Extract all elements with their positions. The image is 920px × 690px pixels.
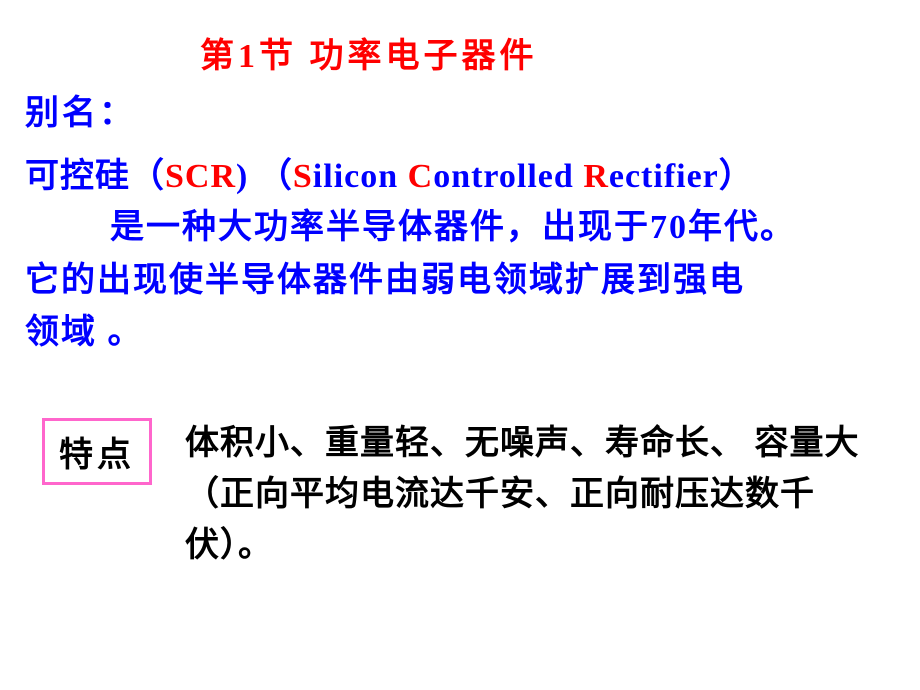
features-label: 特点 bbox=[59, 437, 135, 474]
section-title: 第1节 功率电子器件 bbox=[200, 28, 538, 77]
alias-label: 别名： bbox=[25, 85, 136, 134]
rectifier-rest: ectifier bbox=[609, 158, 719, 195]
scr-paren-open: （ bbox=[258, 158, 293, 195]
scr-abbr-r: R bbox=[210, 158, 236, 195]
scr-prefix: 可控硅（ bbox=[25, 158, 165, 195]
silicon-rest: ilicon bbox=[313, 158, 408, 195]
features-text: 体积小、重量轻、无噪声、寿命长、 容量大（正向平均电流达千安、正向耐压达数千伏）… bbox=[185, 418, 875, 571]
description-line1: 是一种大功率半导体器件，出现于70年代。 bbox=[25, 202, 895, 255]
description-line3: 领域 。 bbox=[25, 307, 895, 360]
description-line2: 它的出现使半导体器件由弱电领域扩展到强电 bbox=[25, 255, 895, 308]
scr-abbr-s: S bbox=[165, 158, 185, 195]
scr-paren-close: ） bbox=[719, 158, 754, 195]
controlled-rest: ontrolled bbox=[433, 158, 583, 195]
scr-definition-line: 可控硅（SCR) （Silicon Controlled Rectifier） bbox=[25, 148, 754, 197]
features-label-box: 特点 bbox=[42, 418, 152, 485]
scr-abbr-close: ) bbox=[236, 158, 258, 195]
controlled-initial: C bbox=[408, 158, 434, 195]
rectifier-initial: R bbox=[583, 158, 609, 195]
description-block: 是一种大功率半导体器件，出现于70年代。 它的出现使半导体器件由弱电领域扩展到强… bbox=[25, 202, 895, 360]
silicon-initial: S bbox=[293, 158, 313, 195]
scr-abbr-c: C bbox=[185, 158, 211, 195]
